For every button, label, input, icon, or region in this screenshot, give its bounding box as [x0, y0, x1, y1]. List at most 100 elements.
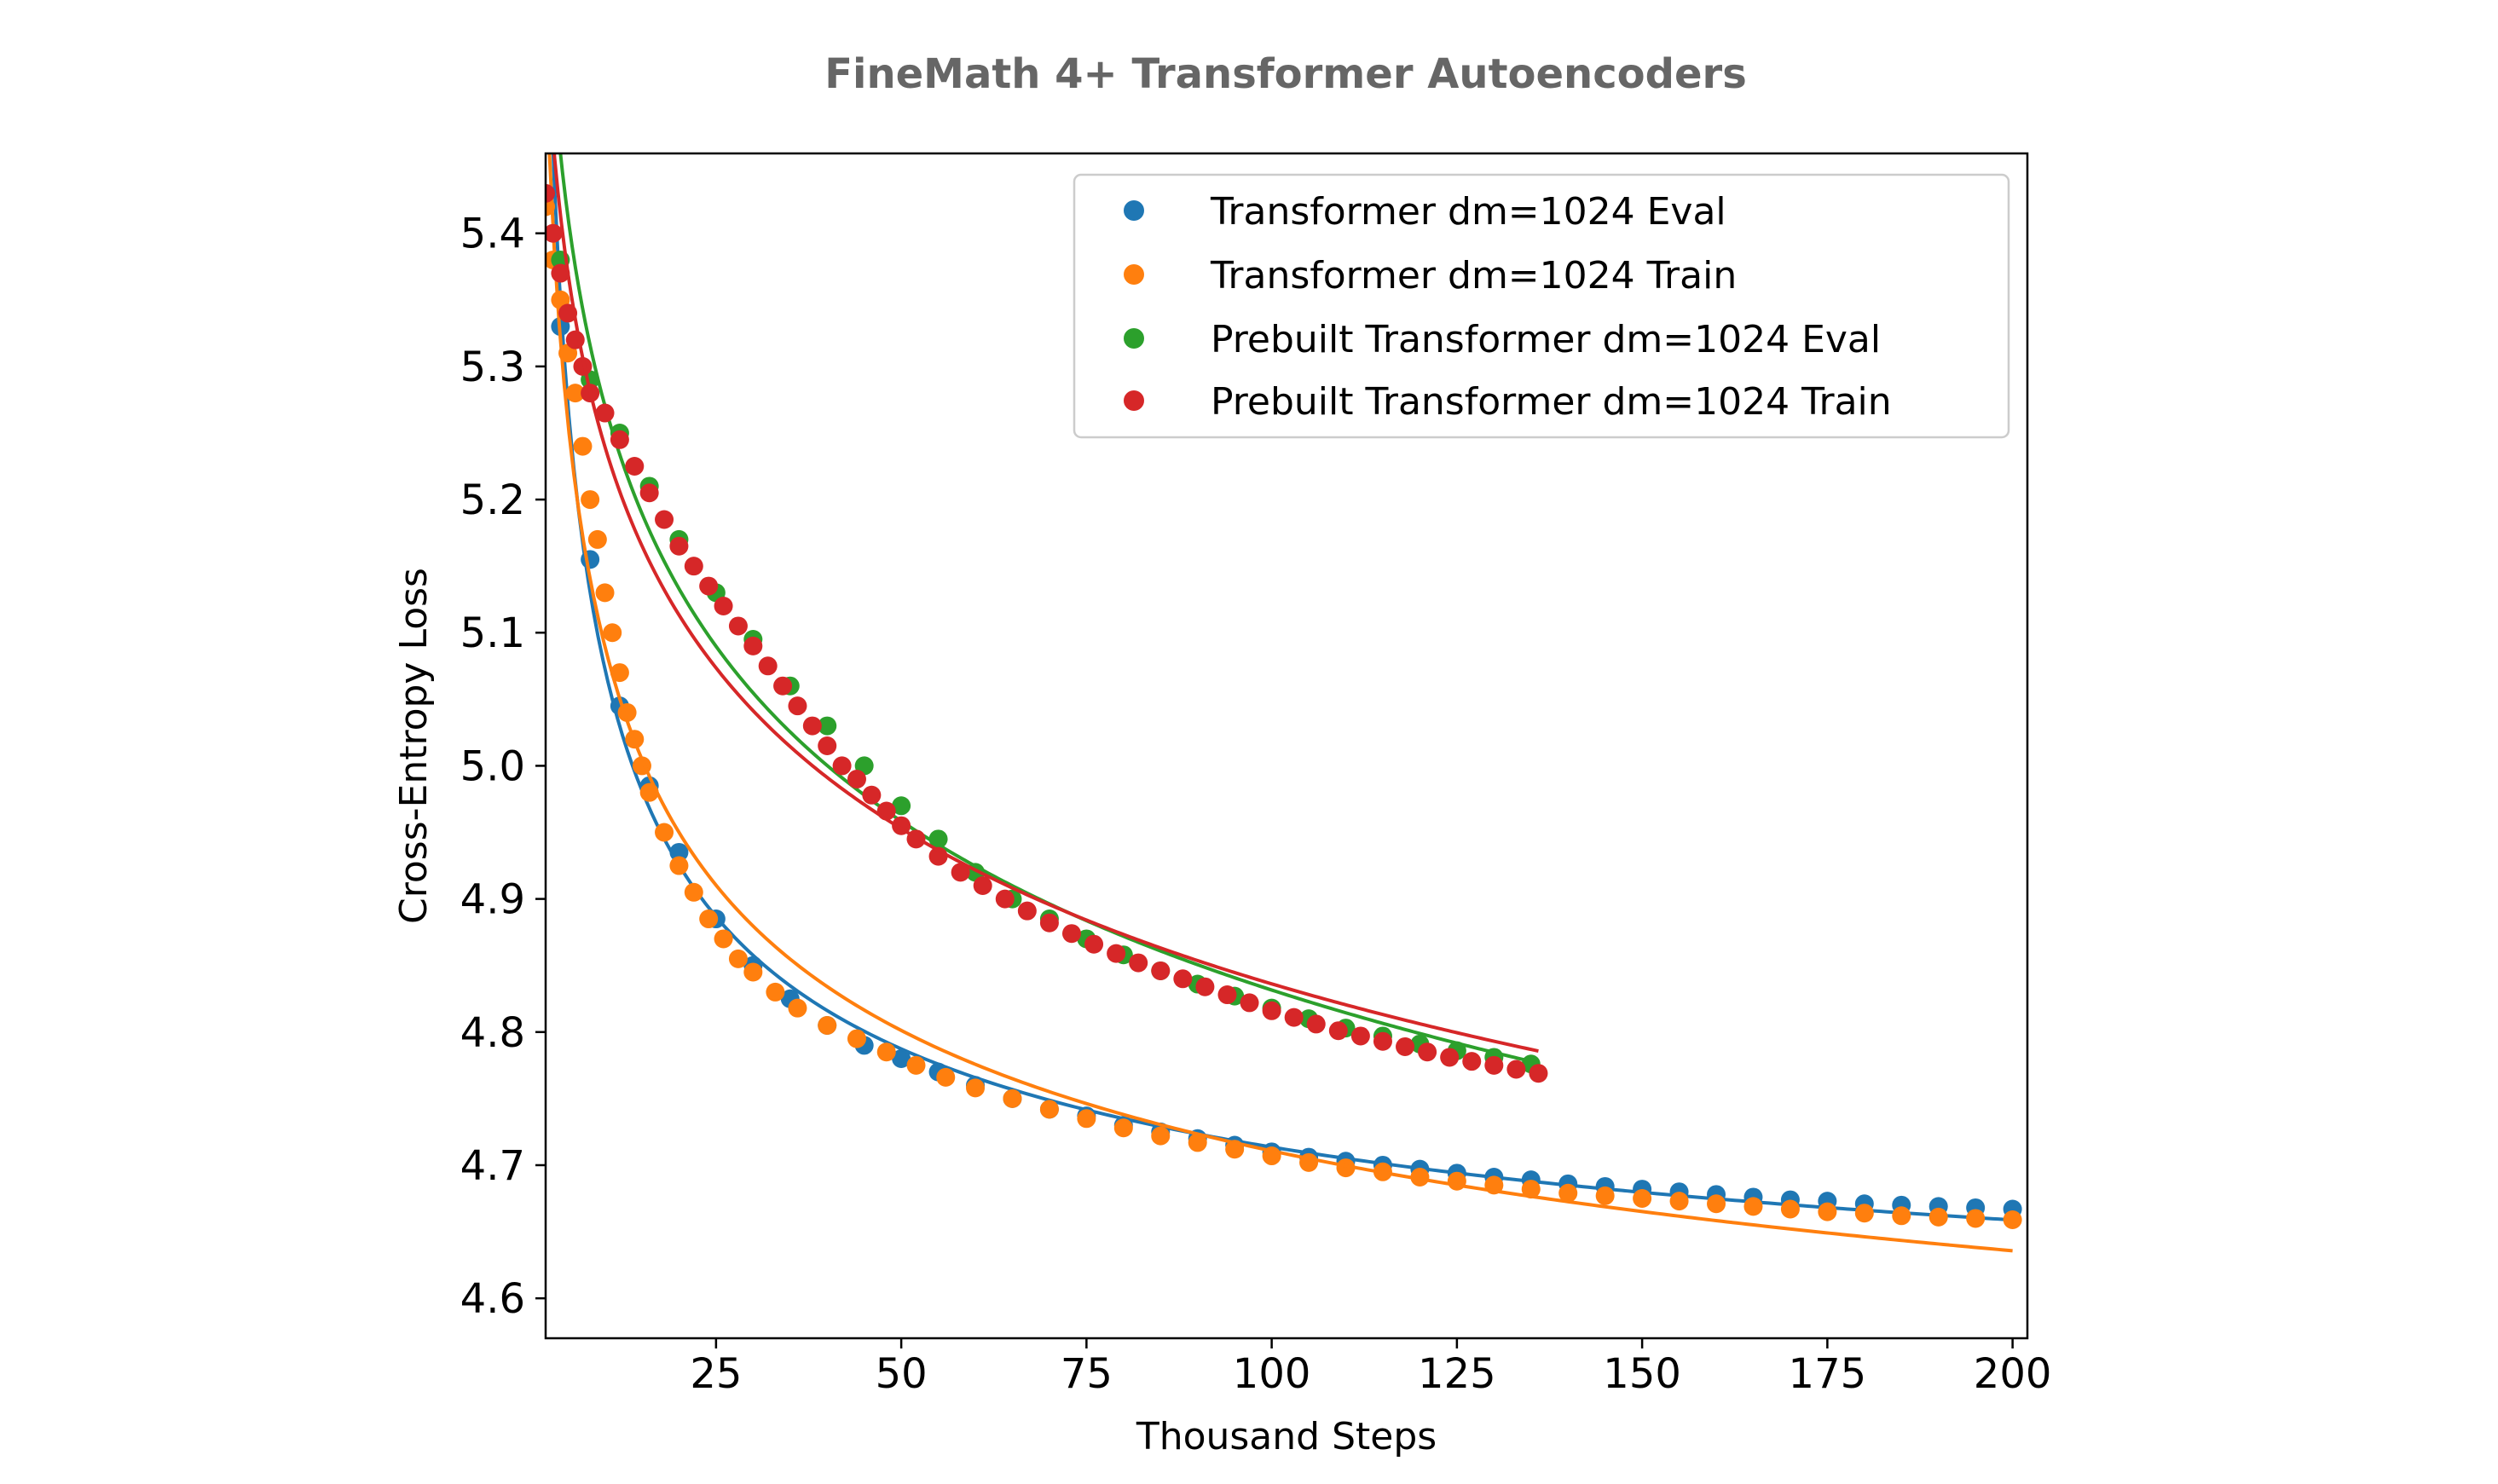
- data-point: [1151, 1126, 1171, 1146]
- x-tick-label: 25: [690, 1350, 742, 1398]
- data-point: [1003, 1088, 1022, 1108]
- data-point: [1188, 1133, 1207, 1152]
- legend-entry: Transformer dm=1024 Eval: [1124, 190, 1726, 234]
- legend-entry: Prebuilt Transformer dm=1024 Eval: [1124, 318, 1881, 361]
- data-point: [1396, 1036, 1415, 1056]
- data-point: [655, 823, 674, 842]
- legend-label: Prebuilt Transformer dm=1024 Eval: [1211, 318, 1881, 361]
- data-point: [655, 510, 674, 529]
- data-point: [758, 656, 778, 676]
- data-point: [788, 998, 807, 1018]
- data-point: [1529, 1064, 1548, 1083]
- data-point: [936, 1067, 956, 1087]
- data-point: [728, 949, 748, 968]
- data-point: [1195, 977, 1215, 996]
- y-tick-label: 5.0: [460, 742, 525, 790]
- data-point: [818, 716, 837, 736]
- data-point: [1892, 1206, 1911, 1226]
- data-point: [1306, 1014, 1326, 1034]
- data-point: [818, 736, 837, 755]
- data-point: [581, 490, 600, 510]
- data-point: [639, 483, 659, 503]
- data-point: [714, 597, 733, 616]
- data-point: [699, 576, 719, 596]
- chart-title: FineMath 4+ Transformer Autoencoders: [824, 50, 1747, 98]
- data-point: [802, 716, 822, 736]
- legend-entry: Prebuilt Transformer dm=1024 Train: [1124, 380, 1892, 424]
- data-point: [1928, 1207, 1948, 1227]
- data-point: [573, 356, 593, 376]
- data-point: [1084, 934, 1104, 954]
- data-point: [788, 696, 807, 716]
- data-point: [832, 756, 852, 776]
- data-point: [1966, 1209, 1986, 1228]
- data-point: [847, 770, 866, 789]
- x-tick-label: 125: [1418, 1350, 1496, 1398]
- data-point: [1410, 1168, 1430, 1187]
- data-point: [906, 1055, 926, 1075]
- y-tick-label: 5.1: [460, 609, 525, 657]
- data-point: [876, 1042, 896, 1062]
- data-point: [1707, 1194, 1726, 1214]
- data-point: [743, 962, 763, 982]
- data-point: [1633, 1189, 1652, 1209]
- data-point: [1780, 1199, 1800, 1219]
- legend-label: Prebuilt Transformer dm=1024 Train: [1211, 380, 1892, 424]
- data-point: [966, 1078, 986, 1098]
- plot-frame: [544, 152, 2029, 1340]
- data-point: [699, 909, 719, 929]
- data-point: [1854, 1204, 1874, 1223]
- data-point: [1017, 901, 1037, 921]
- legend-marker: [1124, 390, 1144, 411]
- data-point: [610, 663, 629, 683]
- data-point: [669, 856, 689, 875]
- data-point: [1151, 961, 1171, 980]
- data-point: [1440, 1048, 1460, 1067]
- data-point: [1039, 913, 1059, 933]
- data-point: [847, 1029, 866, 1048]
- y-tick-label: 5.4: [460, 211, 525, 258]
- data-point: [1173, 969, 1193, 989]
- data-point: [1061, 924, 1081, 944]
- data-point: [1373, 1031, 1392, 1051]
- y-tick-label: 5.3: [460, 344, 525, 391]
- y-tick-label: 4.8: [460, 1009, 525, 1057]
- x-tick-label: 100: [1233, 1350, 1311, 1398]
- data-point: [603, 623, 622, 643]
- data-point: [684, 882, 703, 902]
- data-point: [728, 616, 748, 636]
- data-point: [669, 536, 689, 556]
- series-group: [546, 153, 1548, 1083]
- data-point: [892, 796, 911, 816]
- data-point: [1107, 944, 1126, 963]
- data-point: [625, 457, 645, 476]
- data-point: [1328, 1021, 1348, 1041]
- y-tick-label: 4.9: [460, 876, 525, 924]
- legend-label: Transformer dm=1024 Eval: [1210, 190, 1726, 234]
- series-group: [546, 153, 2022, 1253]
- data-point: [995, 889, 1015, 909]
- data-point: [1669, 1192, 1689, 1211]
- data-point: [1113, 1118, 1133, 1138]
- data-point: [1039, 1100, 1059, 1119]
- data-point: [1818, 1202, 1837, 1221]
- legend-marker: [1124, 264, 1144, 285]
- data-point: [1262, 1001, 1281, 1020]
- y-tick-label: 5.2: [460, 476, 525, 524]
- x-tick-label: 150: [1603, 1350, 1681, 1398]
- data-point: [610, 430, 629, 449]
- x-tick-label: 175: [1789, 1350, 1867, 1398]
- data-point: [1521, 1180, 1541, 1199]
- data-point: [684, 557, 703, 576]
- y-axis-label: Cross-Entropy Loss: [392, 568, 436, 924]
- x-tick-label: 200: [1974, 1350, 2052, 1398]
- data-point: [1506, 1060, 1526, 1079]
- fit-line: [551, 153, 2013, 1222]
- data-point: [818, 1015, 837, 1035]
- data-point: [1743, 1197, 1763, 1216]
- data-point: [595, 583, 615, 603]
- data-point: [2003, 1210, 2022, 1229]
- data-point: [1418, 1042, 1437, 1062]
- data-point: [1129, 953, 1148, 973]
